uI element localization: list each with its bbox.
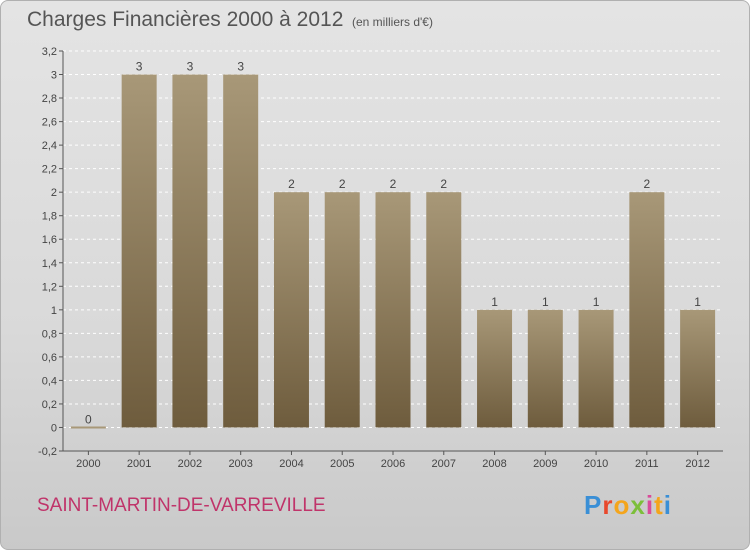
y-tick-label: 3: [51, 70, 57, 82]
bar: [172, 74, 208, 428]
data-label: 2: [339, 177, 346, 191]
logo-letter: t: [654, 490, 664, 520]
y-tick-label: 1,6: [42, 234, 57, 246]
data-label: 2: [440, 177, 447, 191]
proxiti-logo[interactable]: Proxiti: [584, 490, 672, 521]
bar: [273, 192, 309, 428]
bars: [70, 74, 716, 429]
x-tick-label: 2007: [432, 458, 456, 470]
y-tick-label: 2,2: [42, 164, 57, 176]
x-tick-label: 2004: [279, 458, 303, 470]
x-tick-label: 2001: [127, 458, 151, 470]
x-tick-label: 2012: [685, 458, 709, 470]
bar: [426, 192, 462, 428]
x-tick-label: 2010: [584, 458, 608, 470]
y-tick-label: 3,2: [42, 46, 57, 58]
x-tick-label: 2002: [178, 458, 202, 470]
bar: [324, 192, 360, 428]
y-tick-label: 2,8: [42, 93, 57, 105]
bar: [375, 192, 411, 428]
logo-letter: i: [645, 490, 655, 520]
data-label: 1: [694, 295, 701, 309]
x-tick-label: 2000: [76, 458, 100, 470]
axes: -0,2 0 0,2 0,4 0,6 0,8 1 1,2 1,4 1,6 1,8 2 2,2 2,4 2,6…: [38, 46, 723, 470]
logo-letter: P: [584, 490, 603, 520]
y-tick-label: 0,2: [42, 399, 57, 411]
y-tick-label: 1,2: [42, 281, 57, 293]
data-label: 2: [390, 177, 397, 191]
x-tick-label: 2003: [228, 458, 252, 470]
x-tick-label: 2005: [330, 458, 354, 470]
x-tick-label: 2008: [482, 458, 506, 470]
data-label: 3: [237, 60, 244, 74]
y-tick-label: 2,4: [42, 140, 57, 152]
y-tick-label: 1,4: [42, 258, 57, 270]
y-tick-label: 2,6: [42, 117, 57, 129]
y-tick-label: 0,8: [42, 328, 57, 340]
data-label: 1: [593, 295, 600, 309]
chart-title: Charges Financières 2000 à 2012: [27, 8, 344, 31]
commune-name: SAINT-MARTIN-DE-VARREVILLE: [37, 495, 326, 516]
data-labels: 0 3 3 3 2 2 2 2 1 1 1 2 1: [85, 60, 701, 427]
logo-letter: o: [613, 490, 631, 520]
x-tick-label: 2011: [635, 458, 659, 470]
bar: [629, 192, 665, 428]
y-tick-label: 1: [51, 305, 57, 317]
y-tick-label: 0: [51, 422, 57, 434]
data-label: 3: [187, 60, 194, 74]
bar: [223, 74, 259, 428]
bar: [680, 309, 716, 428]
bar: [527, 309, 563, 428]
x-tick-label: 2009: [533, 458, 557, 470]
chart-subtitle: (en milliers d'€): [352, 15, 433, 29]
bar: [121, 74, 157, 428]
y-tick-label: 2: [51, 187, 57, 199]
data-label: 2: [644, 177, 651, 191]
x-tick-label: 2006: [381, 458, 405, 470]
y-tick-label: 1,8: [42, 211, 57, 223]
data-label: 1: [542, 295, 549, 309]
data-label: 2: [288, 177, 295, 191]
y-tick-label: 0,6: [42, 352, 57, 364]
bar: [578, 309, 614, 428]
y-tick-label: -0,2: [38, 446, 57, 458]
data-label: 0: [85, 412, 92, 426]
logo-letter: r: [602, 490, 614, 520]
data-label: 3: [136, 60, 143, 74]
data-label: 1: [491, 295, 498, 309]
logo-letter: x: [630, 490, 646, 520]
y-tick-label: 0,4: [42, 375, 57, 387]
logo-letter: i: [663, 490, 672, 520]
bar: [477, 309, 513, 428]
